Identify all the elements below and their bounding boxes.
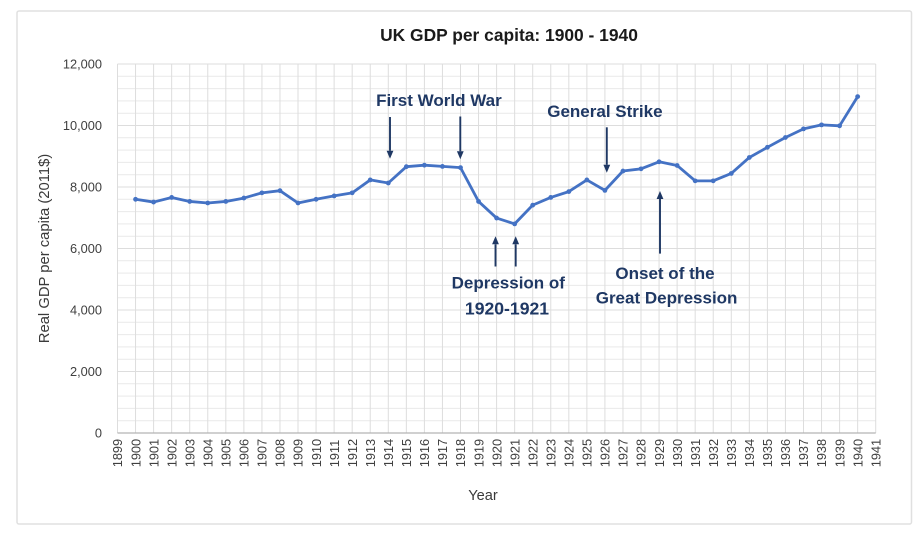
svg-text:Real GDP per capita (2011$): Real GDP per capita (2011$): [37, 154, 53, 344]
svg-text:1899: 1899: [110, 439, 125, 467]
svg-text:1917: 1917: [435, 439, 450, 467]
svg-text:1924: 1924: [562, 439, 577, 467]
svg-text:1936: 1936: [778, 439, 793, 467]
svg-text:1935: 1935: [760, 439, 775, 467]
svg-text:1907: 1907: [255, 439, 270, 467]
svg-text:1906: 1906: [237, 439, 252, 467]
svg-text:1905: 1905: [219, 439, 234, 467]
svg-text:UK GDP per capita: 1900 - 1940: UK GDP per capita: 1900 - 1940: [380, 25, 638, 45]
svg-text:First World War: First World War: [376, 91, 502, 110]
svg-text:1927: 1927: [616, 439, 631, 467]
svg-text:1925: 1925: [580, 439, 595, 467]
svg-text:Depression of: Depression of: [452, 274, 566, 293]
svg-text:1908: 1908: [273, 439, 288, 467]
svg-text:6,000: 6,000: [70, 241, 102, 256]
svg-text:1919: 1919: [471, 439, 486, 467]
svg-text:1922: 1922: [525, 439, 540, 467]
svg-text:1940: 1940: [850, 439, 865, 467]
svg-text:Onset of the: Onset of the: [615, 264, 714, 283]
svg-text:1929: 1929: [652, 439, 667, 467]
svg-text:1903: 1903: [182, 439, 197, 467]
svg-text:1934: 1934: [742, 439, 757, 467]
svg-text:1928: 1928: [634, 439, 649, 467]
svg-text:1932: 1932: [706, 439, 721, 467]
svg-text:1923: 1923: [543, 439, 558, 467]
svg-text:1901: 1901: [146, 439, 161, 467]
svg-text:1910: 1910: [309, 439, 324, 467]
svg-text:2,000: 2,000: [70, 364, 102, 379]
svg-text:1913: 1913: [363, 439, 378, 467]
svg-text:1904: 1904: [200, 439, 215, 467]
svg-text:Year: Year: [468, 488, 498, 504]
svg-text:1912: 1912: [345, 439, 360, 467]
svg-text:4,000: 4,000: [70, 303, 102, 318]
svg-text:1926: 1926: [598, 439, 613, 467]
svg-text:1916: 1916: [417, 439, 432, 467]
svg-text:1931: 1931: [688, 439, 703, 467]
svg-text:1937: 1937: [796, 439, 811, 467]
svg-text:8,000: 8,000: [70, 180, 102, 195]
svg-text:1918: 1918: [453, 439, 468, 467]
svg-text:1938: 1938: [814, 439, 829, 467]
svg-text:Great Depression: Great Depression: [596, 289, 738, 308]
svg-text:1920-1921: 1920-1921: [465, 298, 549, 318]
svg-text:1933: 1933: [724, 439, 739, 467]
svg-text:10,000: 10,000: [63, 118, 102, 133]
svg-text:1939: 1939: [832, 439, 847, 467]
svg-text:1930: 1930: [670, 439, 685, 467]
svg-text:1920: 1920: [489, 439, 504, 467]
svg-text:1921: 1921: [507, 439, 522, 467]
svg-text:12,000: 12,000: [63, 57, 102, 72]
svg-text:1909: 1909: [291, 439, 306, 467]
svg-text:1900: 1900: [128, 439, 143, 467]
svg-text:1911: 1911: [327, 440, 342, 468]
svg-text:1902: 1902: [164, 439, 179, 467]
svg-text:0: 0: [95, 426, 102, 441]
svg-text:General Strike: General Strike: [547, 102, 662, 121]
svg-text:1914: 1914: [381, 439, 396, 467]
svg-text:1915: 1915: [399, 439, 414, 467]
svg-text:1941: 1941: [868, 439, 883, 467]
